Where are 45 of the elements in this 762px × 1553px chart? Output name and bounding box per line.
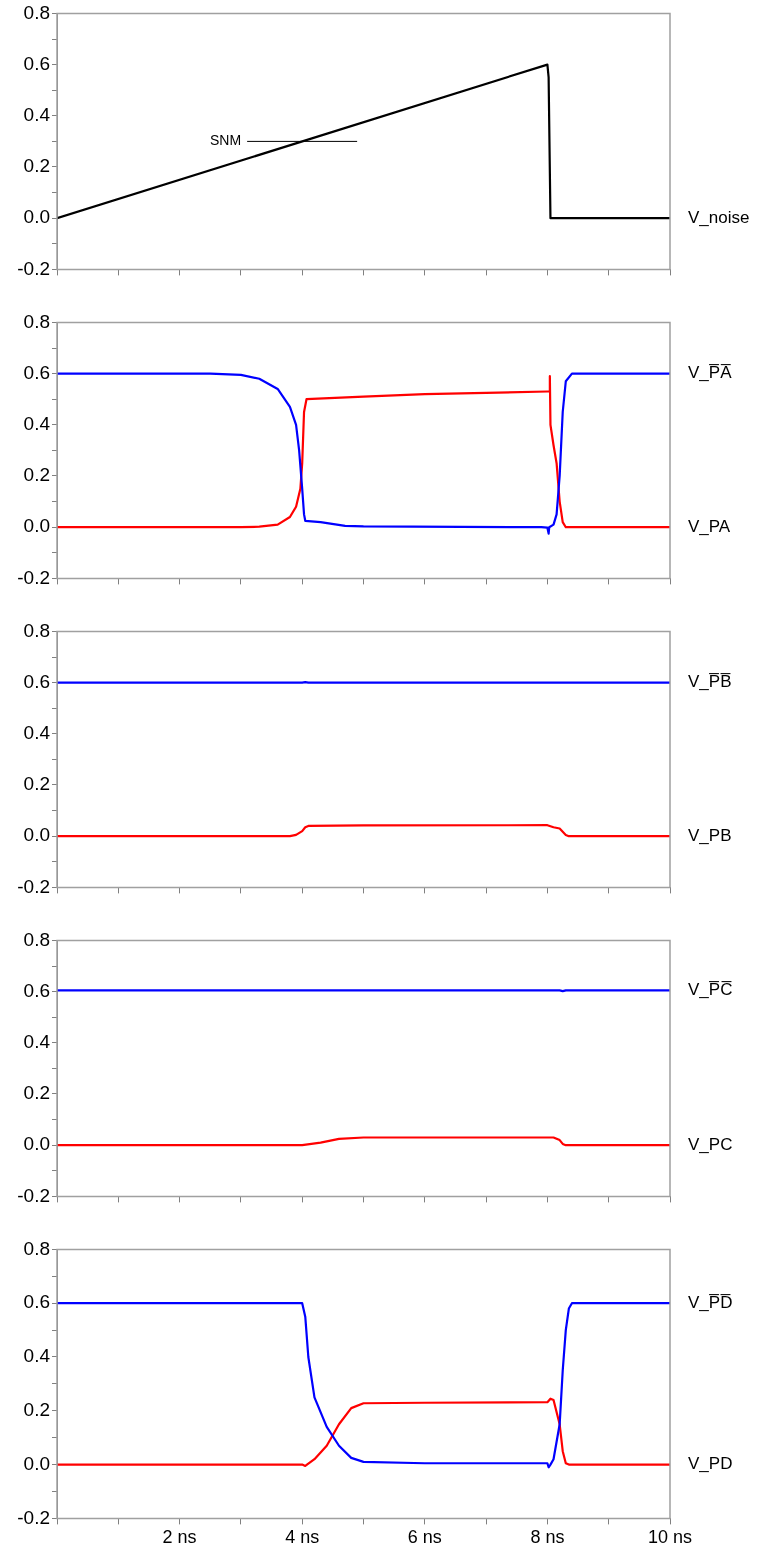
y-tick-label: 0.0 xyxy=(23,1452,50,1474)
y-tick-label: 0.0 xyxy=(23,515,50,537)
y-tick-label: -0.2 xyxy=(17,1506,50,1528)
x-tick-label: 8 ns xyxy=(530,1527,565,1548)
y-tick-label: 0.8 xyxy=(23,310,50,332)
y-tick-label: 0.8 xyxy=(23,619,50,641)
y-tick-label: 0.2 xyxy=(23,773,50,795)
y-tick-label: 0.0 xyxy=(23,206,50,228)
y-tick-label: 0.6 xyxy=(23,670,50,692)
y-tick-label: -0.2 xyxy=(17,566,50,588)
y-tick-label: 0.8 xyxy=(23,1,50,23)
y-tick-label: 0.4 xyxy=(23,413,51,435)
y-tick-label: 0.2 xyxy=(23,1082,50,1104)
series-label: V_P̅B̅ xyxy=(688,672,732,692)
x-tick-label: 10 ns xyxy=(647,1527,693,1548)
y-tick-label: -0.2 xyxy=(17,257,50,279)
x-tick-label: 4 ns xyxy=(285,1527,320,1548)
y-tick-label: 0.4 xyxy=(23,722,51,744)
y-tick-label: 0.6 xyxy=(23,52,50,74)
y-tick-label: 0.4 xyxy=(23,1345,51,1367)
series-label: V_PC xyxy=(688,1134,733,1154)
y-tick-label: 0.2 xyxy=(23,155,50,177)
y-tick-label: 0.8 xyxy=(23,928,50,950)
y-tick-label: 0.4 xyxy=(23,1031,51,1053)
y-tick-label: 0.0 xyxy=(23,1133,50,1155)
x-tick-label: 2 ns xyxy=(162,1527,197,1548)
x-tick-label: 6 ns xyxy=(407,1527,442,1548)
series-label: V_PB xyxy=(688,825,732,845)
y-tick-label: 0.8 xyxy=(23,1237,50,1259)
series-label: V_P̅A̅ xyxy=(688,363,733,383)
y-tick-label: 0.6 xyxy=(23,361,50,383)
series-label: V_P̅D̅ xyxy=(688,1292,733,1312)
y-tick-label: -0.2 xyxy=(17,1184,50,1206)
series-label: V_P̅C̅ xyxy=(688,980,733,1000)
y-tick-label: 0.2 xyxy=(23,464,50,486)
y-tick-label: 0.6 xyxy=(23,979,50,1001)
y-tick-label: 0.4 xyxy=(23,104,51,126)
y-tick-label: -0.2 xyxy=(17,875,50,897)
annotation: SNM xyxy=(210,132,242,149)
y-tick-label: 0.2 xyxy=(23,1399,50,1421)
y-tick-label: 0.0 xyxy=(23,824,50,846)
series-label: V_noise xyxy=(688,207,750,227)
series-label: V_PA xyxy=(688,516,731,536)
series-label: V_PD xyxy=(688,1454,733,1474)
y-tick-label: 0.6 xyxy=(23,1291,50,1313)
